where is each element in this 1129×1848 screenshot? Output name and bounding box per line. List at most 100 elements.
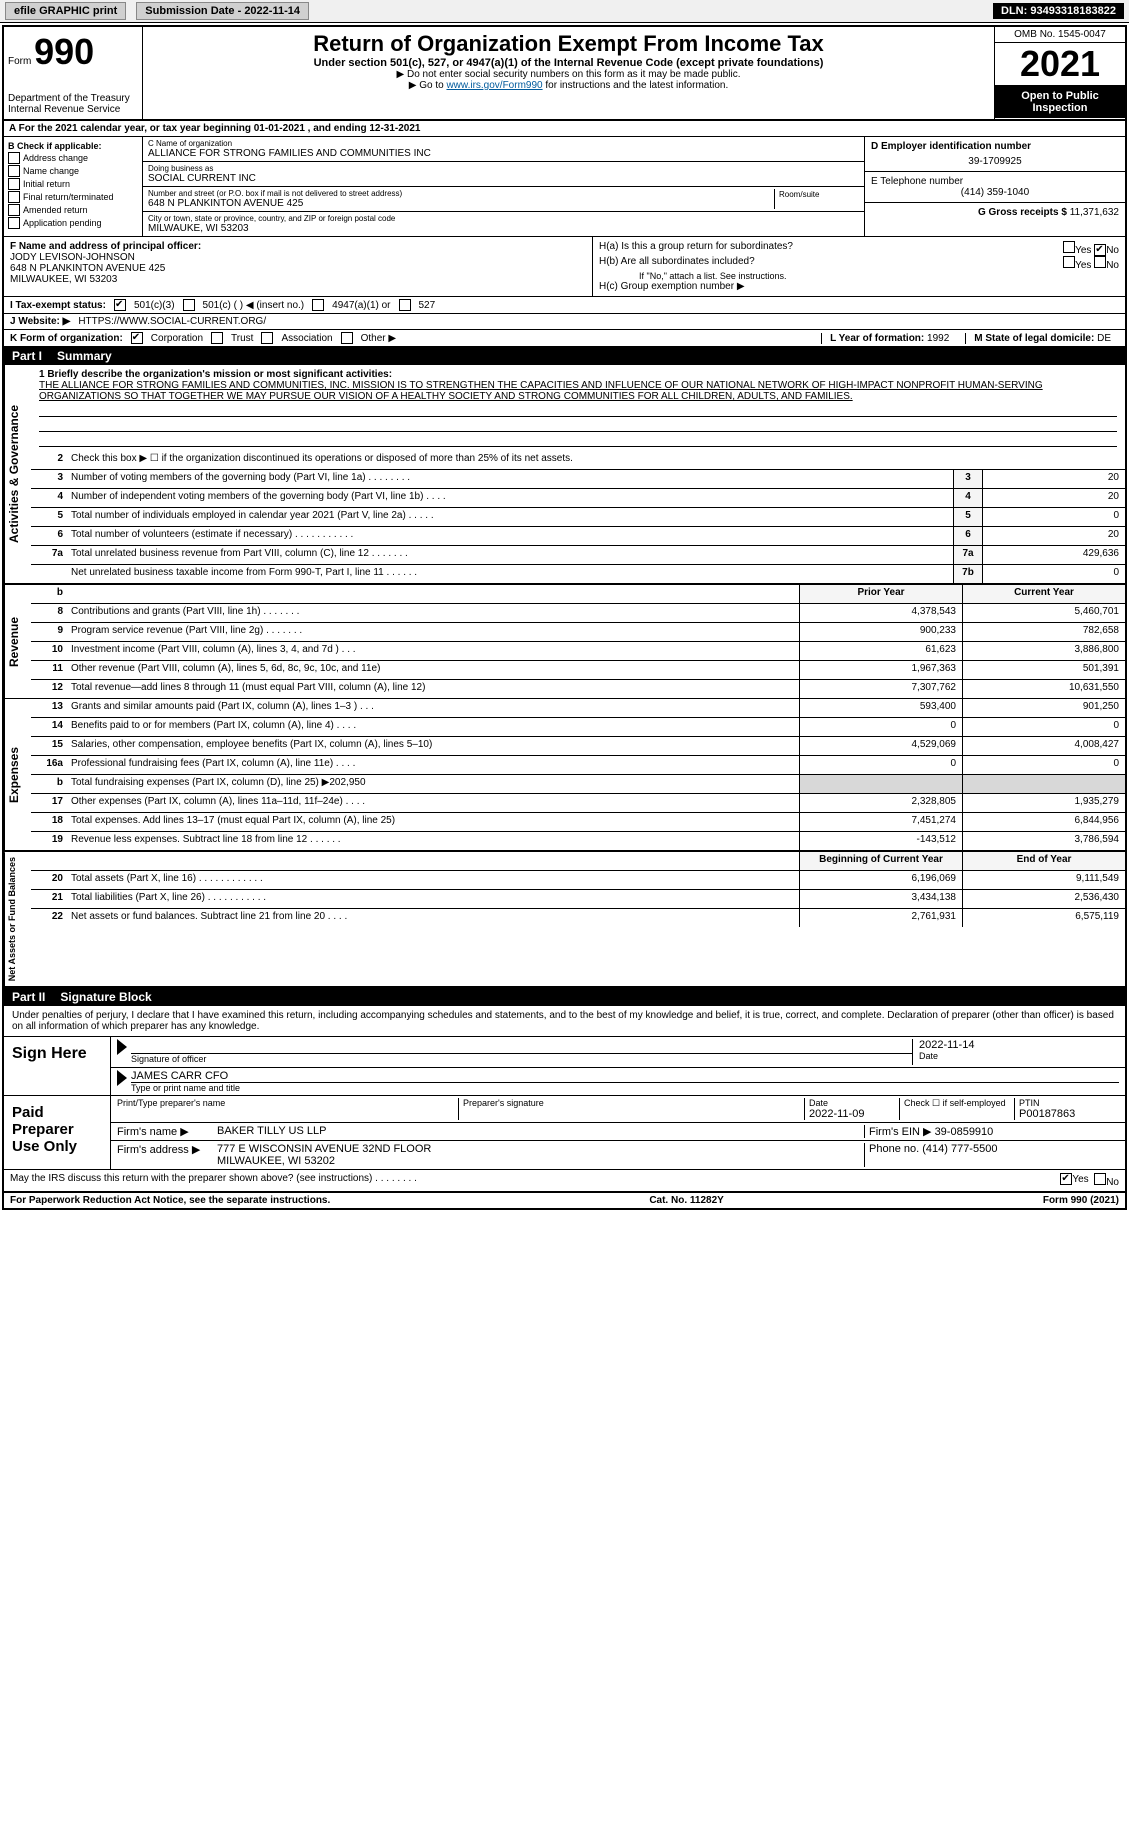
gross-receipts: 11,371,632 (1070, 207, 1119, 218)
officer-addr2: MILWAUKEE, WI 53203 (10, 274, 586, 285)
form-header: Form 990 Department of the Treasury Inte… (4, 27, 1125, 121)
paid-preparer-label: Paid Preparer Use Only (4, 1096, 111, 1169)
note-ssn: ▶ Do not enter social security numbers o… (153, 69, 984, 80)
mission-block: 1 Briefly describe the organization's mi… (31, 365, 1125, 451)
rev-line-12: 12Total revenue—add lines 8 through 11 (… (31, 680, 1125, 698)
header-center: Return of Organization Exempt From Incom… (143, 27, 994, 119)
hb-label: H(b) Are all subordinates included? (599, 256, 755, 271)
chk-final-return[interactable]: Final return/terminated (8, 191, 138, 203)
open-public: Open to Public Inspection (995, 86, 1125, 118)
line-3: 3Number of voting members of the governi… (31, 470, 1125, 489)
m-box: M State of legal domicile: DE (965, 333, 1119, 344)
part2-label: Part II (12, 990, 45, 1004)
line-6: 6Total number of volunteers (estimate if… (31, 527, 1125, 546)
section-expenses: Expenses 13Grants and similar amounts pa… (4, 699, 1125, 852)
website: HTTPS://WWW.SOCIAL-CURRENT.ORG/ (78, 316, 266, 327)
e-label: E Telephone number (871, 176, 1119, 187)
firm-name: BAKER TILLY US LLP (217, 1125, 864, 1138)
k-label: K Form of organization: (10, 333, 123, 344)
chk-501c3[interactable] (114, 299, 126, 311)
vlabel-netassets: Net Assets or Fund Balances (4, 852, 31, 986)
officer-print-name: JAMES CARR CFO (131, 1070, 1119, 1083)
submission-btn[interactable]: Submission Date - 2022-11-14 (136, 2, 309, 20)
exp-line-15: 15Salaries, other compensation, employee… (31, 737, 1125, 756)
arrow-icon (117, 1039, 127, 1055)
penalties-text: Under penalties of perjury, I declare th… (4, 1006, 1125, 1037)
chk-address-change[interactable]: Address change (8, 152, 138, 164)
efile-btn[interactable]: efile GRAPHIC print (5, 2, 126, 20)
ptin-value: P00187863 (1019, 1108, 1119, 1120)
entity-block: B Check if applicable: Address change Na… (4, 137, 1125, 237)
phone-value: (414) 359-1040 (871, 187, 1119, 198)
chk-initial-return[interactable]: Initial return (8, 178, 138, 190)
prep-col4: Check ☐ if self-employed (899, 1098, 1014, 1120)
prep-col2: Preparer's signature (458, 1098, 804, 1120)
exp-line-13: 13Grants and similar amounts paid (Part … (31, 699, 1125, 718)
chk-other[interactable] (341, 332, 353, 344)
c-label: C Name of organization (148, 139, 859, 148)
firm-phone-label: Phone no. (869, 1143, 922, 1155)
chk-527[interactable] (399, 299, 411, 311)
chk-app-pending[interactable]: Application pending (8, 217, 138, 229)
officer-left: F Name and address of principal officer:… (4, 237, 593, 296)
discuss-text: May the IRS discuss this return with the… (10, 1173, 1060, 1188)
ha-label: H(a) Is this a group return for subordin… (599, 241, 793, 256)
chk-assoc[interactable] (261, 332, 273, 344)
rev-line-11: 11Other revenue (Part VIII, column (A), … (31, 661, 1125, 680)
dba-label: Doing business as (148, 164, 859, 173)
dln-label: DLN: 93493318183822 (993, 3, 1124, 19)
prior-year-header: Prior Year (799, 585, 962, 603)
vlabel-revenue: Revenue (4, 585, 31, 698)
prep-col1: Print/Type preparer's name (117, 1098, 458, 1120)
chk-amended[interactable]: Amended return (8, 204, 138, 216)
chk-4947[interactable] (312, 299, 324, 311)
note2-suffix: for instructions and the latest informat… (543, 80, 729, 91)
part2-title: Signature Block (60, 990, 151, 1004)
part1-header: Part I Summary (4, 347, 1125, 365)
street-address: 648 N PLANKINTON AVENUE 425 (148, 198, 774, 209)
room-label: Room/suite (779, 190, 819, 199)
period-end: 12-31-2021 (369, 123, 420, 134)
chk-corp[interactable] (131, 332, 143, 344)
header-right: OMB No. 1545-0047 2021 Open to Public In… (994, 27, 1125, 119)
chk-501c[interactable] (183, 299, 195, 311)
officer-name: JODY LEVISON-JOHNSON (10, 252, 586, 263)
ha-answer: Yes No (1063, 241, 1119, 256)
part1-label: Part I (12, 349, 42, 363)
paid-preparer-block: Paid Preparer Use Only Print/Type prepar… (4, 1096, 1125, 1170)
top-bar: efile GRAPHIC print Submission Date - 20… (0, 0, 1129, 23)
exp-line-b: bTotal fundraising expenses (Part IX, co… (31, 775, 1125, 794)
chk-trust[interactable] (211, 332, 223, 344)
row-k: K Form of organization: Corporation Trus… (4, 330, 1125, 347)
na-line-20: 20Total assets (Part X, line 16) . . . .… (31, 871, 1125, 890)
current-year-header: Current Year (962, 585, 1125, 603)
col-header-row: b Prior Year Current Year (31, 585, 1125, 604)
hc-label: H(c) Group exemption number ▶ (599, 281, 1119, 292)
rev-line-9: 9Program service revenue (Part VIII, lin… (31, 623, 1125, 642)
period-row: A For the 2021 calendar year, or tax yea… (4, 121, 1125, 137)
sig-officer-label: Signature of officer (131, 1054, 912, 1064)
d-label: D Employer identification number (871, 141, 1119, 152)
check-b-box: B Check if applicable: Address change Na… (4, 137, 143, 236)
discuss-row: May the IRS discuss this return with the… (4, 1170, 1125, 1193)
exp-line-19: 19Revenue less expenses. Subtract line 1… (31, 832, 1125, 850)
hb-note: If "No," attach a list. See instructions… (599, 271, 1119, 281)
firm-addr-label: Firm's address ▶ (117, 1143, 217, 1167)
begin-year-header: Beginning of Current Year (799, 852, 962, 870)
chk-name-change[interactable]: Name change (8, 165, 138, 177)
officer-addr1: 648 N PLANKINTON AVENUE 425 (10, 263, 586, 274)
period-mid: , and ending (308, 123, 370, 134)
form-subtitle: Under section 501(c), 527, or 4947(a)(1)… (153, 57, 984, 69)
line-4: 4Number of independent voting members of… (31, 489, 1125, 508)
b-label: B Check if applicable: (8, 141, 138, 151)
vlabel-governance: Activities & Governance (4, 365, 31, 583)
irs-link[interactable]: www.irs.gov/Form990 (446, 80, 542, 91)
netassets-header: Beginning of Current Year End of Year (31, 852, 1125, 871)
f-label: F Name and address of principal officer: (10, 241, 586, 252)
firm-label: Firm's name ▶ (117, 1125, 217, 1138)
part1-title: Summary (57, 349, 112, 363)
sign-here-block: Sign Here Signature of officer 2022-11-1… (4, 1037, 1125, 1096)
hb-answer: Yes No (1063, 256, 1119, 271)
rev-line-10: 10Investment income (Part VIII, column (… (31, 642, 1125, 661)
end-year-header: End of Year (962, 852, 1125, 870)
